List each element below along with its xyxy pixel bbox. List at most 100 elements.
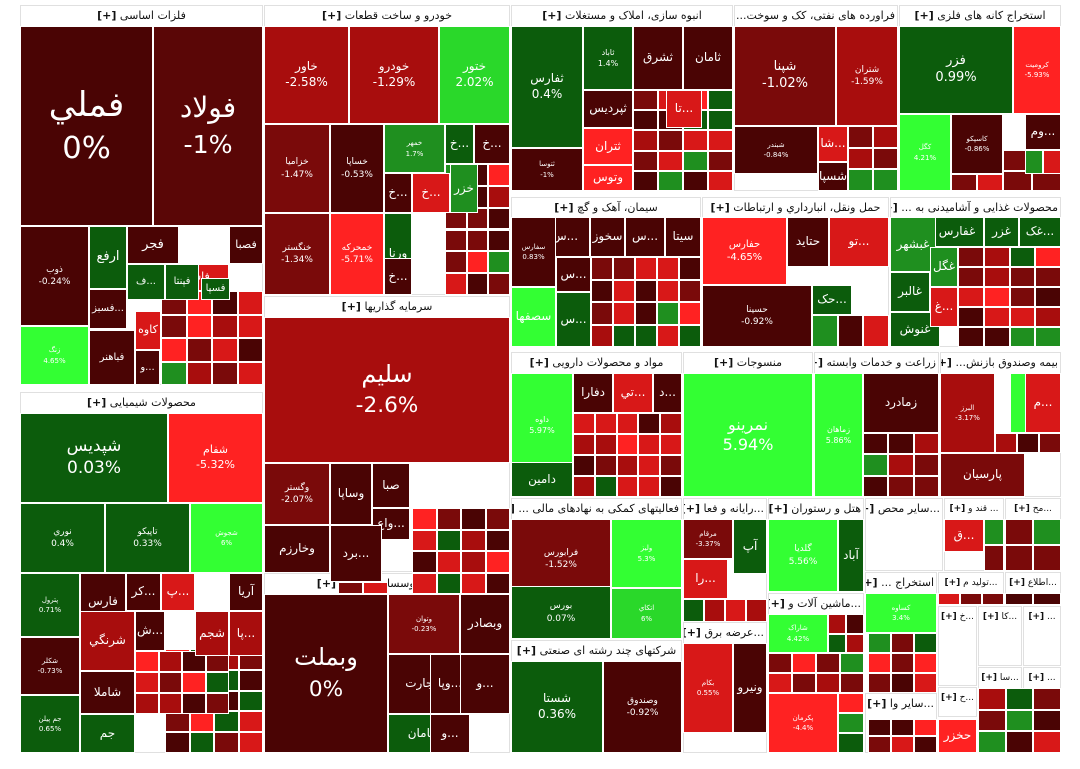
sector-header[interactable]: ...سا [+] xyxy=(979,668,1021,688)
mini-tile[interactable] xyxy=(848,169,873,191)
mini-tile[interactable] xyxy=(913,454,939,476)
mini-tile[interactable] xyxy=(573,434,595,455)
mini-tile[interactable] xyxy=(868,736,891,753)
stock-tile[interactable]: فسپا xyxy=(201,278,230,300)
stock-tile[interactable]: آپ xyxy=(733,519,767,574)
mini-tile[interactable] xyxy=(792,653,816,673)
stock-tile[interactable]: نوري 0.4% xyxy=(20,503,105,573)
stock-tile[interactable]: آریا xyxy=(229,573,263,611)
stock-tile[interactable]: ...خ xyxy=(474,124,510,164)
mini-tile[interactable] xyxy=(436,529,461,551)
expand-button[interactable]: [+] xyxy=(981,673,998,683)
stock-tile[interactable]: خمهر 1.7% xyxy=(384,124,445,173)
stock-tile[interactable]: داوه 5.97% xyxy=(511,373,573,477)
mini-tile[interactable] xyxy=(679,257,701,280)
stock-tile[interactable]: ثفارس 0.4% xyxy=(511,26,583,148)
stock-tile[interactable]: غگل xyxy=(930,247,958,287)
expand-button[interactable]: [+] xyxy=(714,356,734,369)
stock-tile[interactable]: ...فسبز xyxy=(89,289,127,329)
stock-tile[interactable]: فجر xyxy=(127,226,179,264)
mini-tile[interactable] xyxy=(613,302,635,325)
mini-tile[interactable] xyxy=(1005,593,1033,605)
mini-tile[interactable] xyxy=(633,170,658,191)
stock-tile[interactable]: تاپیکو 0.33% xyxy=(105,503,190,573)
stock-tile[interactable]: وبصادر xyxy=(460,594,510,654)
expand-button[interactable]: [+] xyxy=(866,502,875,515)
mini-tile[interactable] xyxy=(488,185,510,208)
sector-header[interactable]: ... [+] xyxy=(1024,668,1060,688)
mini-tile[interactable] xyxy=(873,169,898,191)
mini-tile[interactable] xyxy=(182,693,206,714)
sector-header[interactable]: زراعت و خدمات وابسته [+] xyxy=(815,353,938,373)
stock-tile[interactable]: گلدیا 5.56% xyxy=(768,519,838,592)
mini-tile[interactable] xyxy=(983,267,1010,287)
mini-tile[interactable] xyxy=(1035,307,1061,327)
stock-tile[interactable]: شجم xyxy=(195,611,229,656)
mini-tile[interactable] xyxy=(1035,267,1061,287)
mini-tile[interactable] xyxy=(594,476,617,497)
expand-button[interactable]: [+] xyxy=(769,502,788,515)
mini-tile[interactable] xyxy=(488,273,510,295)
mini-tile[interactable] xyxy=(657,279,679,302)
mini-tile[interactable] xyxy=(838,713,864,733)
mini-tile[interactable] xyxy=(995,433,1017,453)
stock-tile[interactable]: کروميت -5.93% xyxy=(1013,26,1061,114)
stock-tile[interactable]: ...ش xyxy=(135,611,165,651)
mini-tile[interactable] xyxy=(238,669,263,691)
sector-header[interactable]: سیمان، آهک و گچ [+] xyxy=(512,198,700,218)
mini-tile[interactable] xyxy=(978,688,1006,710)
expand-button[interactable]: [+] xyxy=(941,356,952,369)
stock-tile[interactable]: ارفع xyxy=(89,226,127,289)
mini-tile[interactable] xyxy=(679,324,701,347)
mini-tile[interactable] xyxy=(633,110,658,131)
stock-tile[interactable]: ونيرو xyxy=(733,643,767,733)
mini-tile[interactable] xyxy=(725,599,746,622)
mini-tile[interactable] xyxy=(573,476,595,497)
mini-tile[interactable] xyxy=(683,150,708,171)
mini-tile[interactable] xyxy=(488,164,510,186)
mini-tile[interactable] xyxy=(1033,545,1061,571)
sector-header[interactable]: محصولات شیمیایی [+] xyxy=(21,393,262,413)
stock-tile[interactable]: شسپا xyxy=(818,162,848,191)
mini-tile[interactable] xyxy=(657,324,679,347)
mini-tile[interactable] xyxy=(1009,247,1036,267)
mini-tile[interactable] xyxy=(708,110,733,131)
mini-tile[interactable] xyxy=(616,413,639,434)
mini-tile[interactable] xyxy=(633,130,658,151)
stock-tile[interactable]: کاسپکو -0.86% xyxy=(951,114,1003,174)
stock-tile[interactable]: ...و xyxy=(460,654,510,714)
mini-tile[interactable] xyxy=(958,267,984,287)
mini-tile[interactable] xyxy=(658,130,683,151)
mini-tile[interactable] xyxy=(708,90,733,111)
mini-tile[interactable] xyxy=(436,508,461,530)
mini-tile[interactable] xyxy=(445,229,467,252)
mini-tile[interactable] xyxy=(958,287,984,307)
sector-header[interactable]: هتل و رستوران [+] xyxy=(769,499,863,519)
mini-tile[interactable] xyxy=(838,693,864,713)
mini-tile[interactable] xyxy=(445,251,467,274)
expand-button[interactable]: [+] xyxy=(866,576,878,589)
stock-tile[interactable]: ...را xyxy=(683,559,728,599)
mini-tile[interactable] xyxy=(792,673,816,693)
stock-tile[interactable]: ...س xyxy=(556,257,591,292)
stock-tile[interactable]: پارسیان xyxy=(940,453,1025,497)
sector-header[interactable]: ...رایانه و فعا [+] xyxy=(684,499,766,519)
stock-tile[interactable]: ...شا xyxy=(818,126,848,162)
stock-tile[interactable]: زمادرد xyxy=(863,373,939,433)
stock-tile[interactable]: ...غک xyxy=(1019,217,1061,247)
stock-tile[interactable]: شفام -5.32% xyxy=(168,413,263,503)
mini-tile[interactable] xyxy=(868,633,891,653)
mini-tile[interactable] xyxy=(186,338,212,362)
mini-tile[interactable] xyxy=(135,672,159,693)
mini-tile[interactable] xyxy=(616,434,639,455)
mini-tile[interactable] xyxy=(914,736,937,753)
mini-tile[interactable] xyxy=(891,673,914,693)
stock-tile[interactable]: ...و xyxy=(430,714,470,753)
stock-tile[interactable]: غنوش xyxy=(890,312,940,347)
stock-tile[interactable]: ...م xyxy=(1025,373,1061,433)
mini-tile[interactable] xyxy=(891,736,914,753)
stock-tile[interactable]: پکرمان -4.4% xyxy=(768,693,838,753)
mini-tile[interactable] xyxy=(683,170,708,191)
stock-tile[interactable]: خساپا -0.53% xyxy=(330,124,384,213)
stock-tile[interactable]: وتوان -0.23% xyxy=(388,594,460,654)
